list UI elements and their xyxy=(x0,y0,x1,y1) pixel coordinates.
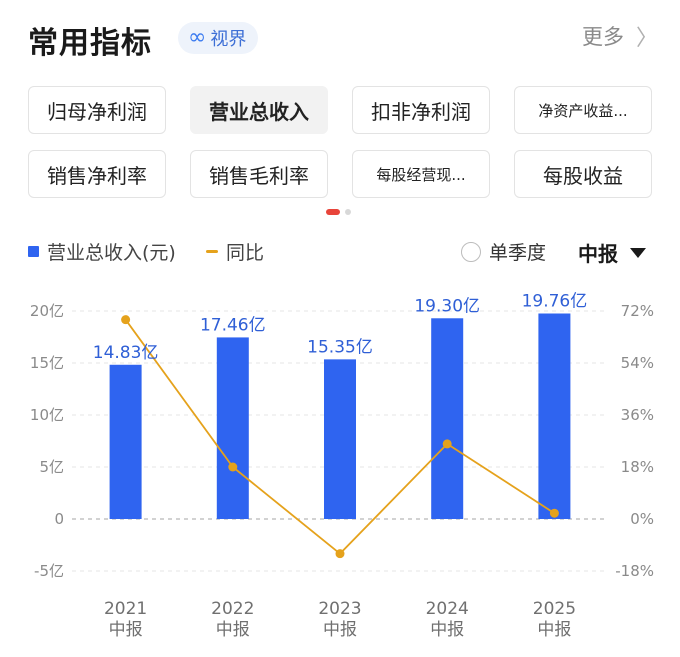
bar-value-label: 14.83亿 xyxy=(93,343,159,363)
left-axis-tick-label: 10亿 xyxy=(30,406,64,424)
more-label: 更多 xyxy=(581,25,624,49)
x-axis-period-label: 中报 xyxy=(323,620,357,640)
infinity-icon: ∞ xyxy=(188,25,207,50)
legend-bar-label: 营业总收入(元) xyxy=(47,242,176,264)
right-axis-tick-label: -18% xyxy=(615,562,654,580)
metric-button-total-revenue[interactable]: 营业总收入 xyxy=(190,86,328,134)
bar-value-label: 15.35亿 xyxy=(307,337,373,357)
section-header: 常用指标 ∞ 视界 更多 〉 xyxy=(28,12,658,62)
revenue-bar xyxy=(216,337,249,519)
yoy-line xyxy=(124,319,555,555)
metric-button-eps[interactable]: 每股收益 xyxy=(514,150,652,198)
legend-bar-swatch xyxy=(28,246,39,257)
chart-grid xyxy=(72,310,608,572)
left-axis-tick-label: 0 xyxy=(54,510,64,528)
section-title: 常用指标 xyxy=(28,26,152,61)
bar-value-label: 19.30亿 xyxy=(414,296,480,316)
left-axis-tick-label: -5亿 xyxy=(34,562,64,580)
right-axis-tick-label: 36% xyxy=(621,406,654,424)
period-dropdown[interactable]: 中报 xyxy=(578,238,646,267)
metric-button-operating-cashflow-per-share[interactable]: 每股经营现... xyxy=(352,150,490,198)
chart-bars xyxy=(109,313,571,519)
yoy-point xyxy=(335,549,345,559)
bar-value-label: 19.76亿 xyxy=(522,291,588,311)
revenue-bar xyxy=(431,318,464,519)
x-axis-year-label: 2021 xyxy=(104,599,147,619)
legend-bar-item[interactable]: 营业总收入(元) xyxy=(28,238,176,265)
chart-labels: 20亿 15亿 10亿 5亿 0 -5亿 72% 54% 36% 18% 0% -18% 14.83亿 1… xyxy=(30,291,654,640)
metric-button-roe[interactable]: 净资产收益... xyxy=(514,86,652,134)
more-link[interactable]: 更多 〉 xyxy=(582,20,658,52)
radio-circle-icon xyxy=(461,241,481,262)
left-axis-tick-label: 15亿 xyxy=(30,354,64,372)
x-axis-period-label: 中报 xyxy=(430,620,464,640)
chevron-right-icon: 〉 xyxy=(635,26,658,51)
x-axis-year-label: 2022 xyxy=(211,599,254,619)
chart-yoy-line xyxy=(121,315,559,559)
right-axis-tick-label: 72% xyxy=(621,302,654,320)
x-axis-period-label: 中报 xyxy=(216,620,250,640)
metric-button-gross-margin[interactable]: 销售毛利率 xyxy=(190,150,328,198)
right-axis-tick-label: 54% xyxy=(621,354,654,372)
right-axis-tick-label: 18% xyxy=(621,458,654,476)
page-dot-active xyxy=(326,209,340,215)
right-axis-tick-label: 0% xyxy=(630,510,654,528)
single-quarter-label: 单季度 xyxy=(489,242,547,264)
vision-button[interactable]: ∞ 视界 xyxy=(178,22,259,54)
legend-line-label: 同比 xyxy=(226,242,265,264)
chart-legend: 营业总收入(元) 同比 单季度 中报 xyxy=(28,238,654,268)
yoy-point xyxy=(228,462,238,472)
x-axis-year-label: 2025 xyxy=(533,599,576,619)
yoy-point xyxy=(442,439,452,449)
period-label: 中报 xyxy=(578,242,618,266)
legend-line-swatch xyxy=(206,250,218,253)
revenue-bar xyxy=(109,364,142,519)
x-axis-year-label: 2024 xyxy=(426,599,469,619)
left-axis-tick-label: 5亿 xyxy=(39,458,64,476)
metric-button-deducted-net-profit[interactable]: 扣非净利润 xyxy=(352,86,490,134)
single-quarter-radio[interactable]: 单季度 xyxy=(461,238,546,265)
x-axis-period-label: 中报 xyxy=(537,620,571,640)
yoy-point xyxy=(549,508,559,518)
revenue-bar xyxy=(538,313,571,519)
x-axis-year-label: 2023 xyxy=(318,599,361,619)
caret-down-icon xyxy=(630,247,646,258)
left-axis-tick-label: 20亿 xyxy=(30,302,64,320)
revenue-bar xyxy=(324,359,356,519)
page-dot xyxy=(345,209,351,215)
legend-line-item[interactable]: 同比 xyxy=(206,238,264,265)
metric-button-net-profit[interactable]: 归母净利润 xyxy=(28,86,166,134)
bar-value-label: 17.46亿 xyxy=(200,315,266,335)
vision-label: 视界 xyxy=(210,29,247,50)
metric-button-net-margin[interactable]: 销售净利率 xyxy=(28,150,166,198)
x-axis-period-label: 中报 xyxy=(109,620,143,640)
page-indicator xyxy=(326,209,351,215)
yoy-point xyxy=(121,315,131,325)
